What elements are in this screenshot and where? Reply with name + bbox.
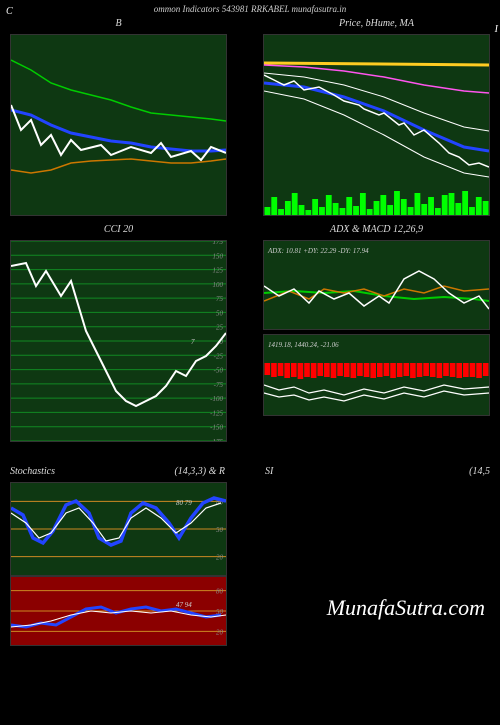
svg-text:-150: -150: [210, 424, 223, 432]
panel-adx: ADX & MACD 12,26,9 ADX: 10.81 +DY: 22.29…: [263, 224, 490, 442]
panel-cci-title: CCI 20: [10, 224, 227, 238]
svg-text:80 79: 80 79: [176, 499, 192, 507]
stoch-title-left: Stochastics: [10, 466, 55, 480]
svg-text:175: 175: [213, 241, 224, 246]
panel-cci: CCI 20 -175-150-125-100-75-50-2502550751…: [10, 224, 227, 442]
panel-stoch-lower: 20508047 94: [10, 576, 227, 646]
svg-text:100: 100: [213, 281, 224, 289]
svg-text:125: 125: [213, 267, 224, 275]
svg-text:-175: -175: [210, 438, 223, 441]
svg-text:-75: -75: [214, 381, 224, 389]
svg-text:25: 25: [216, 324, 224, 332]
svg-text:75: 75: [216, 295, 224, 303]
panel-adx-chart: ADX: 10.81 +DY: 22.29 -DY: 17.94: [263, 240, 490, 330]
svg-text:150: 150: [213, 252, 224, 260]
panel-macd-chart: 1419.18, 1440.24, -21.06: [263, 334, 490, 416]
panel-cci-chart: -175-150-125-100-75-50-25025507510012515…: [10, 240, 227, 442]
watermark: MunafaSutra.com: [327, 595, 485, 621]
svg-text:-50: -50: [214, 367, 224, 375]
panel-price-title: Price, bHume, MA: [263, 18, 490, 32]
row-1: B Price, bHume, MA: [0, 18, 500, 216]
page-header: ommon Indicators 543981 RRKABEL munafasu…: [0, 0, 500, 18]
panel-stoch-upper: 20508080 79: [10, 482, 227, 576]
panel-price-chart: [263, 34, 490, 216]
svg-text:20: 20: [216, 554, 224, 562]
row-2: CCI 20 -175-150-125-100-75-50-2502550751…: [0, 224, 500, 442]
panel-b-title: B: [10, 18, 227, 32]
panel-b: B: [10, 18, 227, 216]
svg-text:-125: -125: [210, 409, 223, 417]
svg-text:1419.18, 1440.24, -21.06: 1419.18, 1440.24, -21.06: [268, 341, 339, 349]
corner-left-label: C: [6, 6, 13, 17]
panel-adx-title: ADX & MACD 12,26,9: [263, 224, 490, 238]
svg-text:47 94: 47 94: [176, 601, 192, 609]
svg-text:50: 50: [216, 526, 224, 534]
svg-text:-100: -100: [210, 395, 223, 403]
corner-right-label: I: [495, 24, 498, 35]
svg-text:7: 7: [191, 338, 195, 346]
panel-stoch: Stochastics (14,3,3) & R 20508080 79 205…: [10, 466, 227, 646]
panel-stoch-title: Stochastics (14,3,3) & R: [10, 466, 225, 480]
svg-text:-25: -25: [214, 352, 224, 360]
svg-text:50: 50: [216, 309, 224, 317]
svg-text:20: 20: [216, 628, 224, 636]
si-title-left: SI: [265, 466, 273, 480]
svg-text:80: 80: [216, 588, 224, 596]
si-title-right: (14,5: [469, 466, 490, 480]
svg-text:ADX: 10.81 +DY: 22.29 -DY: 17.: ADX: 10.81 +DY: 22.29 -DY: 17.94: [267, 247, 369, 255]
panel-price: Price, bHume, MA: [263, 18, 490, 216]
stoch-title-right: (14,3,3) & R: [174, 466, 225, 480]
panel-si-title: SI (14,5: [265, 466, 490, 480]
panel-b-chart: [10, 34, 227, 216]
